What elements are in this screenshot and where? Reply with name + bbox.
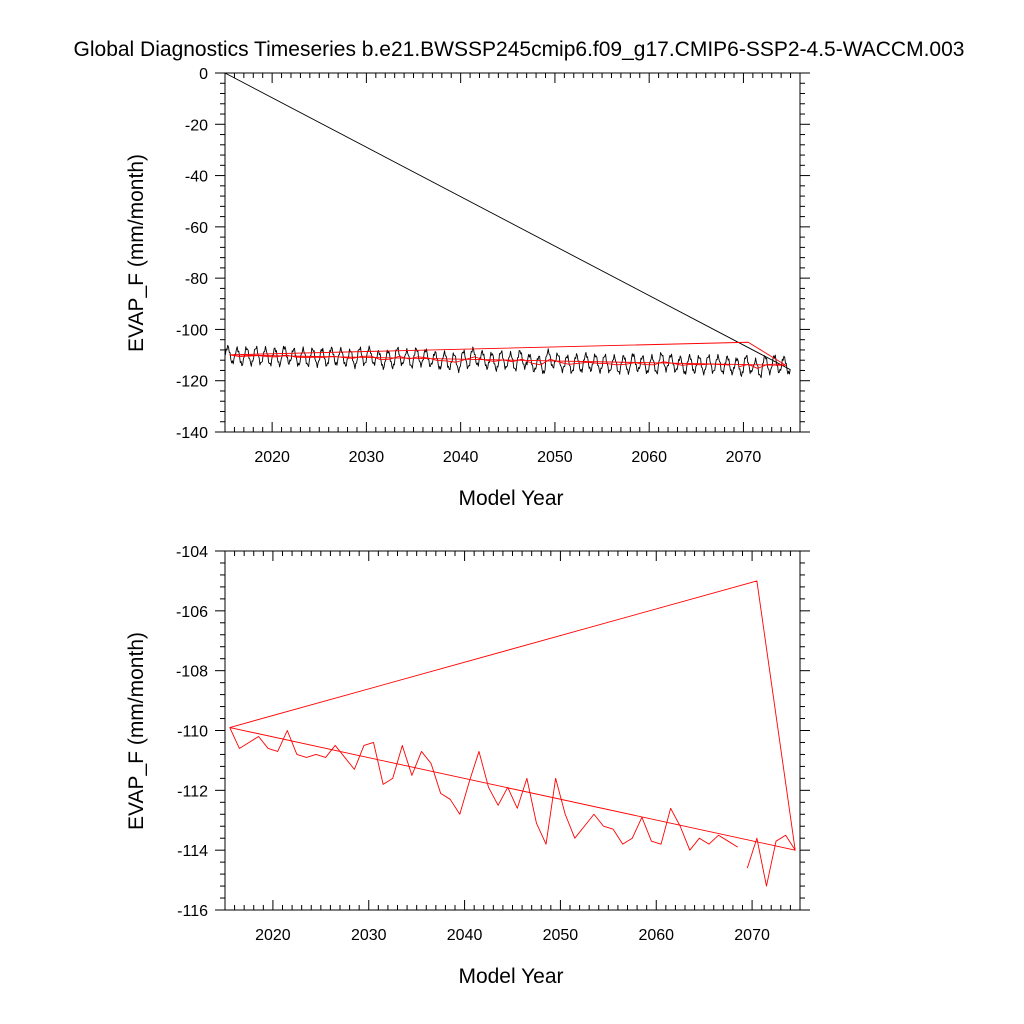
bottom-y-tick-label: -108 (176, 664, 208, 681)
bottom-plot-area: 2020 2030 2040 2050 2060 2070 -104 -106 -108 -110… (176, 544, 810, 944)
top-y-tick-label: -140 (176, 425, 208, 442)
bottom-x-tick-label: 2040 (447, 927, 483, 944)
bottom-x-tick-label: 2020 (255, 927, 291, 944)
top-x-tick-label: 2060 (631, 449, 667, 466)
top-series-annual-line (229, 341, 787, 369)
top-panel: 2020 2030 2040 2050 2060 2070 0 -20 -40 -60 -80 -10… (125, 66, 810, 510)
bottom-y-tick-label: -104 (176, 544, 208, 561)
top-x-tick-label: 2050 (537, 449, 573, 466)
bottom-y-tick-label: -106 (176, 604, 208, 621)
bottom-y-tick-label: -110 (177, 724, 208, 741)
bottom-y-tick-label: -114 (177, 843, 208, 860)
bottom-y-tick-label: -112 (177, 783, 208, 800)
top-plot-frame (224, 72, 801, 433)
top-x-tick-label: 2040 (443, 449, 479, 466)
bottom-x-tick-label: 2030 (351, 927, 387, 944)
bottom-x-tick-label: 2060 (638, 927, 674, 944)
figure-title: Global Diagnostics Timeseries b.e21.BWSS… (74, 38, 965, 61)
top-x-tick-label: 2030 (349, 449, 385, 466)
top-y-axis-label: EVAP_F (mm/month) (125, 154, 148, 352)
bottom-plot-frame (224, 550, 801, 911)
top-y-tick-label: -40 (185, 169, 208, 186)
top-x-tick-label: 2020 (254, 449, 290, 466)
top-y-tick-label: -100 (176, 322, 208, 339)
bottom-y-tick-label: -116 (177, 903, 208, 920)
top-y-tick-label: -20 (185, 117, 208, 134)
top-plot-area: 2020 2030 2040 2050 2060 2070 0 -20 -40 -60 -80 -10… (176, 66, 810, 466)
bottom-x-tick-label: 2050 (543, 927, 579, 944)
top-y-tick-label: -120 (176, 374, 208, 391)
top-series-monthly-line (224, 72, 791, 379)
bottom-panel: 2020 2030 2040 2050 2060 2070 -104 -106 -108 -110… (125, 544, 810, 988)
bottom-x-axis-label: Model Year (458, 965, 563, 988)
bottom-series-annual-line (229, 580, 796, 887)
top-x-tick-label: 2070 (726, 449, 762, 466)
top-y-tick-label: 0 (199, 66, 208, 83)
top-y-tick-label: -80 (185, 271, 208, 288)
bottom-x-tick-label: 2070 (734, 927, 770, 944)
top-y-tick-label: -60 (185, 220, 208, 237)
bottom-y-axis-label: EVAP_F (mm/month) (125, 632, 148, 830)
top-x-axis-label: Model Year (458, 487, 563, 510)
